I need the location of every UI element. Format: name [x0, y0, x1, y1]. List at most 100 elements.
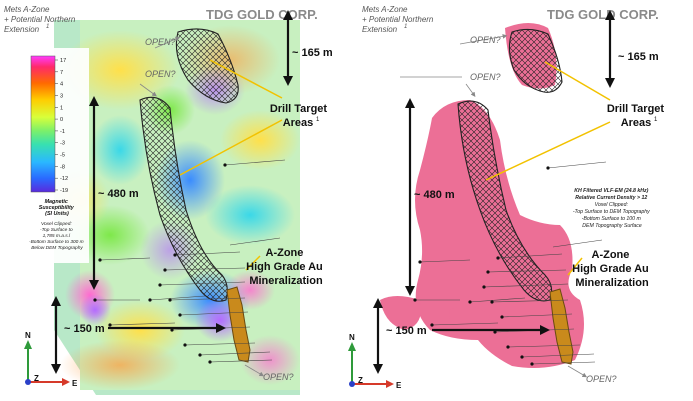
legend-ticks: 17 7 4 3 1 0 -1 -3 -5 -8 -12 -19	[55, 58, 68, 194]
right-a-zone-label: A-Zone High Grade Au Mineralization	[572, 249, 652, 289]
right-axis-triad: N Z E	[348, 333, 402, 390]
right-note-5: -Bottom Surface to 100 m	[582, 216, 642, 222]
right-note-4: -Top Surface to DEM Topography	[573, 209, 650, 215]
right-open-label-3: OPEN?	[586, 374, 617, 384]
legend-title-line-1: Magnetic	[45, 199, 68, 205]
legend-tick-label: 0	[60, 117, 63, 123]
right-open-markers	[400, 34, 588, 378]
right-drill-collars	[413, 166, 550, 366]
left-open-label-1: OPEN?	[145, 37, 176, 47]
left-drill-target-label: Drill Target Areas	[270, 103, 330, 129]
left-drill-footnote-mark: 1	[316, 117, 320, 123]
legend-tick-label: -19	[60, 188, 68, 194]
right-drill-footnote-mark: 1	[654, 117, 658, 123]
left-a-zone-line-3: Mineralization	[249, 275, 323, 287]
left-axis-z-label: Z	[34, 374, 39, 383]
right-drill-label-line-1: Drill Target	[607, 103, 665, 115]
right-drill-traces	[415, 161, 607, 365]
right-axis-e-label: E	[396, 381, 402, 390]
left-drill-label-line-2: Areas	[283, 117, 314, 129]
right-yellow-leaders	[485, 61, 611, 276]
left-a-zone-line-2: High Grade Au	[246, 261, 323, 273]
right-dimension-165: ~ 165 m	[605, 10, 659, 88]
left-dimension-165: ~ 165 m	[283, 10, 333, 86]
legend-tick-label: 17	[60, 58, 66, 64]
legend-title-line-2: Susceptibility	[39, 205, 75, 211]
left-dimension-150: ~ 150 m	[51, 296, 226, 374]
right-dimension-480: ~ 480 m	[405, 98, 455, 296]
right-note-3: Voxel Clipped:	[595, 202, 629, 208]
legend-tick-label: -12	[60, 176, 68, 182]
left-dim-150-label: ~ 150 m	[64, 323, 105, 335]
magnetic-legend: 17 7 4 3 1 0 -1 -3 -5 -8 -12 -19 Magnetic Susceptib…	[27, 48, 89, 263]
legend-tick-label: -8	[60, 164, 65, 170]
right-dim-480-label: ~ 480 m	[414, 189, 455, 201]
left-dim-165-label: ~ 165 m	[292, 47, 333, 59]
right-main-drill-target	[457, 100, 553, 302]
right-open-label-1: OPEN?	[470, 35, 501, 45]
right-axis-z-label: Z	[358, 376, 363, 385]
left-drill-label-line-1: Drill Target	[270, 103, 328, 115]
legend-color-ramp	[30, 55, 56, 193]
left-title-line-2: + Potential Northern	[4, 15, 76, 24]
left-a-zone-line-1: A-Zone	[266, 247, 304, 259]
left-title-footnote-mark: 1	[46, 24, 49, 30]
legend-note-3: 1,785 m.a.s.l	[43, 233, 71, 239]
left-dim-480-label: ~ 480 m	[98, 188, 139, 200]
legend-tick-label: 4	[60, 82, 63, 88]
left-panel: TDG GOLD CORP. Mets A-Zone + Potential N…	[4, 5, 333, 395]
left-open-markers	[139, 36, 265, 377]
right-axis-n-label: N	[349, 333, 355, 342]
right-note-2: Relative Current Density > 12	[575, 195, 647, 201]
legend-notes: Voxel Clipped: -Top Surface to 1,785 m.a…	[29, 221, 85, 251]
right-title-footnote-mark: 1	[404, 24, 407, 30]
legend-tick-label: 7	[60, 70, 63, 76]
right-title-line-2: + Potential Northern	[362, 15, 434, 24]
left-open-label-3: OPEN?	[263, 372, 294, 382]
right-panel: TDG GOLD CORP. Mets A-Zone + Potential N…	[348, 5, 667, 390]
legend-tick-label: -3	[60, 141, 65, 147]
left-yellow-leaders	[179, 59, 283, 271]
legend-note-2: -Top Surface to	[40, 227, 73, 233]
right-open-label-2: OPEN?	[470, 72, 501, 82]
left-title-line-3: Extension	[4, 25, 40, 34]
left-open-label-2: OPEN?	[145, 69, 176, 79]
legend-title: Magnetic Susceptibility (SI Units)	[39, 199, 76, 217]
right-dimension-150: ~ 150 m	[373, 298, 550, 374]
left-main-drill-target	[139, 96, 228, 302]
left-drill-collars	[93, 163, 227, 364]
legend-tick-label: -1	[60, 129, 65, 135]
left-a-zone-label: A-Zone High Grade Au Mineralization	[246, 247, 326, 287]
left-axis-triad: N Z E	[24, 331, 78, 388]
legend-tick-label: 3	[60, 93, 63, 99]
left-title-line-1: Mets A-Zone	[4, 5, 50, 14]
legend-tick-label: 1	[60, 105, 63, 111]
left-dimension-480: ~ 480 m	[89, 96, 139, 290]
left-title: Mets A-Zone + Potential Northern Extensi…	[4, 5, 78, 34]
right-note-1: KH Filtered VLF-EM (24.8 kHz)	[574, 188, 648, 194]
right-title-line-1: Mets A-Zone	[362, 5, 408, 14]
right-dim-165-label: ~ 165 m	[618, 51, 659, 63]
right-title-line-3: Extension	[362, 25, 398, 34]
right-a-zone-line-2: High Grade Au	[572, 263, 649, 275]
right-vlf-notes: KH Filtered VLF-EM (24.8 kHz) Relative C…	[573, 188, 651, 229]
right-drill-label-line-2: Areas	[621, 117, 652, 129]
brand-logo: TDG GOLD CORP.	[206, 7, 318, 22]
right-dim-150-label: ~ 150 m	[386, 325, 427, 337]
legend-note-4: -Bottom Surface to 300 m	[29, 239, 84, 245]
left-axis-n-label: N	[25, 331, 31, 340]
left-northern-drill-target	[175, 28, 239, 104]
right-note-6: DEM Topography Surface	[582, 223, 642, 229]
right-a-zone-line-3: Mineralization	[575, 277, 649, 289]
right-northern-drill-target	[508, 28, 563, 93]
legend-title-line-3: (SI Units)	[45, 211, 69, 217]
right-title: Mets A-Zone + Potential Northern Extensi…	[362, 5, 436, 34]
legend-note-5: Below DEM Topography	[31, 245, 83, 251]
right-drill-target-label: Drill Target Areas	[607, 103, 667, 129]
legend-note-1: Voxel Clipped:	[41, 221, 72, 227]
legend-tick-label: -5	[60, 153, 65, 159]
left-axis-e-label: E	[72, 379, 78, 388]
left-drill-traces	[95, 159, 286, 363]
right-brand-logo: TDG GOLD CORP.	[547, 7, 659, 22]
